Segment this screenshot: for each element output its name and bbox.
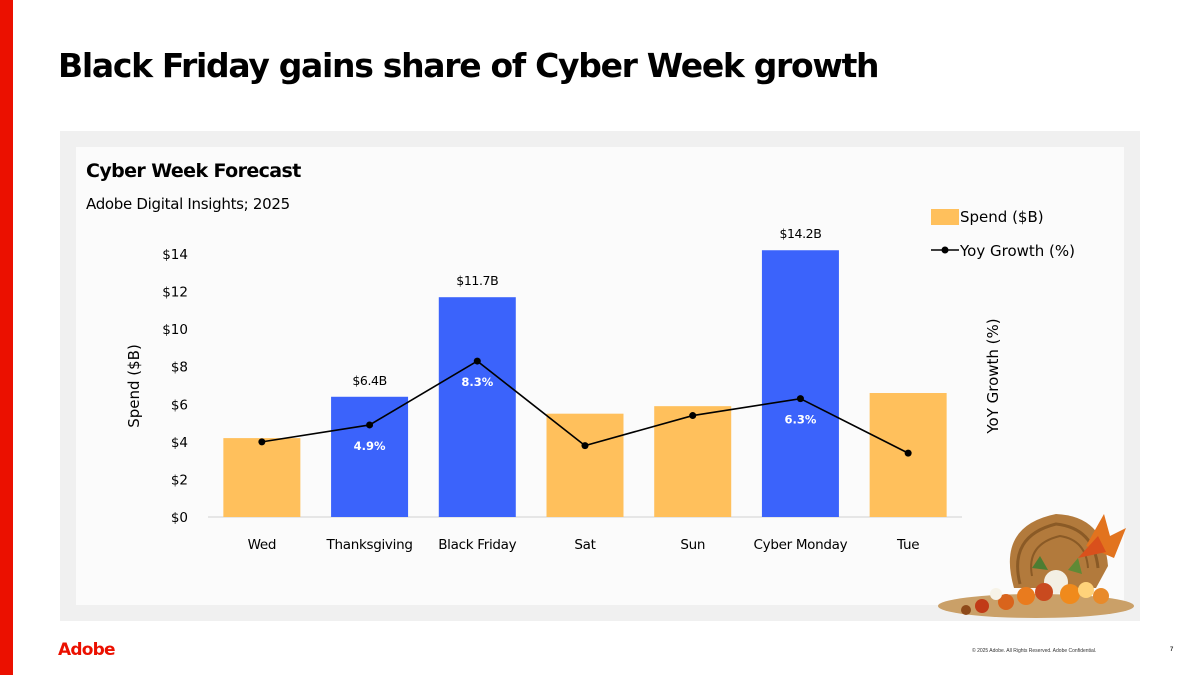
x-tick-label: Black Friday: [438, 537, 516, 553]
growth-data-label: 4.9%: [354, 439, 386, 453]
growth-point: [366, 421, 374, 429]
bar-sun: [654, 406, 732, 517]
growth-data-label: 6.3%: [784, 413, 816, 427]
y-tick-label: $2: [171, 472, 188, 488]
brand-red-rail: [0, 0, 13, 675]
y2-axis-title: YoY Growth (%): [984, 318, 1002, 434]
page-number: 7: [1170, 647, 1174, 653]
growth-point: [689, 412, 697, 420]
autumn-basket-icon: [938, 514, 1134, 618]
y-tick-label: $0: [171, 510, 188, 526]
bar-sat: [546, 413, 624, 517]
y-tick-label: $14: [162, 247, 188, 263]
legend-swatch-spend: [931, 209, 959, 225]
growth-point: [904, 449, 912, 457]
legend-label-growth: Yoy Growth (%): [959, 242, 1075, 260]
x-tick-label: Tue: [896, 537, 919, 553]
bar-cyber-monday: [761, 250, 839, 517]
chart-title: Cyber Week Forecast: [86, 160, 301, 182]
y-tick-label: $10: [162, 322, 188, 338]
y-axis-title: Spend ($B): [125, 344, 143, 428]
y-tick-label: $6: [171, 397, 188, 413]
y-tick-label: $12: [162, 285, 188, 301]
y-tick-label: $8: [171, 360, 188, 376]
adobe-logo: Adobe: [58, 640, 116, 660]
bar-thanksgiving: [331, 396, 409, 517]
x-tick-label: Thanksgiving: [326, 537, 413, 553]
growth-data-label: 8.3%: [461, 375, 493, 389]
y-tick-label: $4: [171, 435, 188, 451]
bar-data-label: $6.4B: [352, 373, 386, 388]
slide-title: Black Friday gains share of Cyber Week g…: [58, 46, 880, 85]
legend-marker-growth: [941, 246, 949, 254]
growth-point: [796, 395, 804, 403]
footer-copyright: © 2025 Adobe. All Rights Reserved. Adobe…: [972, 648, 1097, 654]
x-tick-label: Sun: [680, 537, 705, 553]
bar-black-friday: [438, 297, 516, 517]
growth-point: [473, 357, 481, 365]
x-tick-label: Sat: [574, 537, 595, 553]
x-tick-label: Cyber Monday: [754, 537, 848, 553]
growth-point: [581, 442, 589, 450]
x-tick-label: Wed: [248, 537, 277, 553]
chart-subtitle: Adobe Digital Insights; 2025: [86, 195, 290, 213]
legend-label-spend: Spend ($B): [960, 208, 1044, 226]
bar-data-label: $11.7B: [456, 273, 498, 288]
bar-data-label: $14.2B: [779, 226, 821, 241]
growth-point: [258, 438, 266, 446]
bar-wed: [223, 438, 301, 517]
